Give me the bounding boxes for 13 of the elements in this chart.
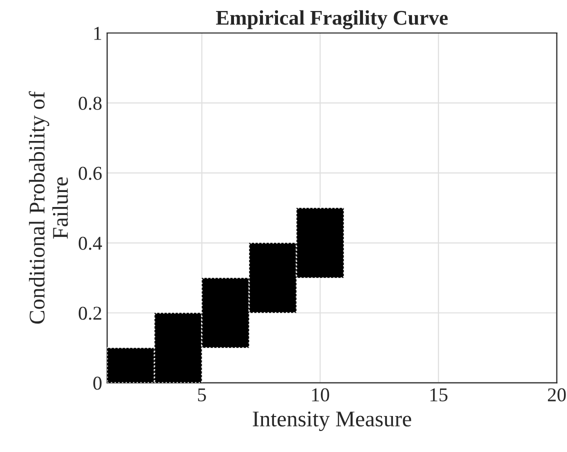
y-tick-label: 0.2 bbox=[78, 306, 102, 320]
x-tick-label: 15 bbox=[430, 388, 448, 402]
y-tick-label: 0.6 bbox=[78, 166, 102, 180]
y-axis-title: Conditional Probability of Failure bbox=[28, 91, 68, 324]
y-tick-label: 1 bbox=[94, 26, 102, 40]
y-tick-label: 0.4 bbox=[78, 236, 102, 250]
x-tick-label: 10 bbox=[312, 388, 330, 402]
y-tick-label: 0 bbox=[93, 376, 102, 390]
y-tick-label: 0.8 bbox=[78, 96, 102, 110]
x-tick-label: 20 bbox=[548, 388, 566, 402]
x-tick-label: 5 bbox=[198, 388, 206, 402]
chart-title: Empirical Fragility Curve bbox=[216, 10, 448, 30]
x-axis-title: Intensity Measure bbox=[252, 412, 412, 432]
